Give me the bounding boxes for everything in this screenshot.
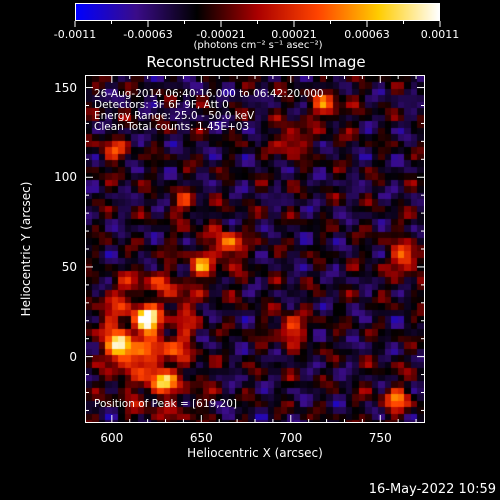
x-axis-label: Heliocentric X (arcsec)	[187, 446, 323, 460]
colorbar-tick-label: 0.0011	[420, 28, 460, 41]
info-time-range: 26-Aug-2014 06:40:16.000 to 06:42:20.000	[94, 88, 324, 100]
colorbar-tick-label: -0.0011	[53, 28, 97, 41]
timestamp: 16-May-2022 10:59	[368, 482, 496, 497]
colorbar	[75, 3, 440, 21]
y-axis-label: Heliocentric Y (arcsec)	[19, 181, 33, 317]
x-tick-label: 700	[279, 431, 303, 445]
y-tick-label: 100	[54, 170, 77, 185]
plot-area: 26-Aug-2014 06:40:16.000 to 06:42:20.000…	[85, 75, 425, 423]
peak-position-label: Position of Peak = [619,20]	[94, 398, 238, 410]
x-tick-label: 600	[100, 431, 124, 445]
y-tick-label: 150	[54, 80, 77, 95]
plot-title: Reconstructed RHESSI Image	[146, 53, 366, 71]
x-tick-label: 650	[189, 431, 213, 445]
info-energy-range: Energy Range: 25.0 - 50.0 keV	[94, 110, 255, 122]
x-tick-label: 750	[368, 431, 392, 445]
rhessi-image	[86, 76, 424, 422]
info-clean-counts: Clean Total counts: 1.45E+03	[94, 121, 250, 133]
info-detectors: Detectors: 3F 6F 9F, Att 0	[94, 99, 229, 111]
colorbar-tick-label: 0.00063	[344, 28, 390, 41]
colorbar-gradient	[76, 4, 439, 20]
y-tick-label: 0	[69, 349, 77, 364]
colorbar-units: (photons cm⁻² s⁻¹ asec⁻²)	[193, 40, 323, 51]
colorbar-tick-label: -0.00063	[123, 28, 173, 41]
y-tick-label: 50	[61, 259, 77, 274]
colorbar-tick-label: -0.00021	[196, 28, 246, 41]
colorbar-tick-label: 0.00021	[271, 28, 317, 41]
